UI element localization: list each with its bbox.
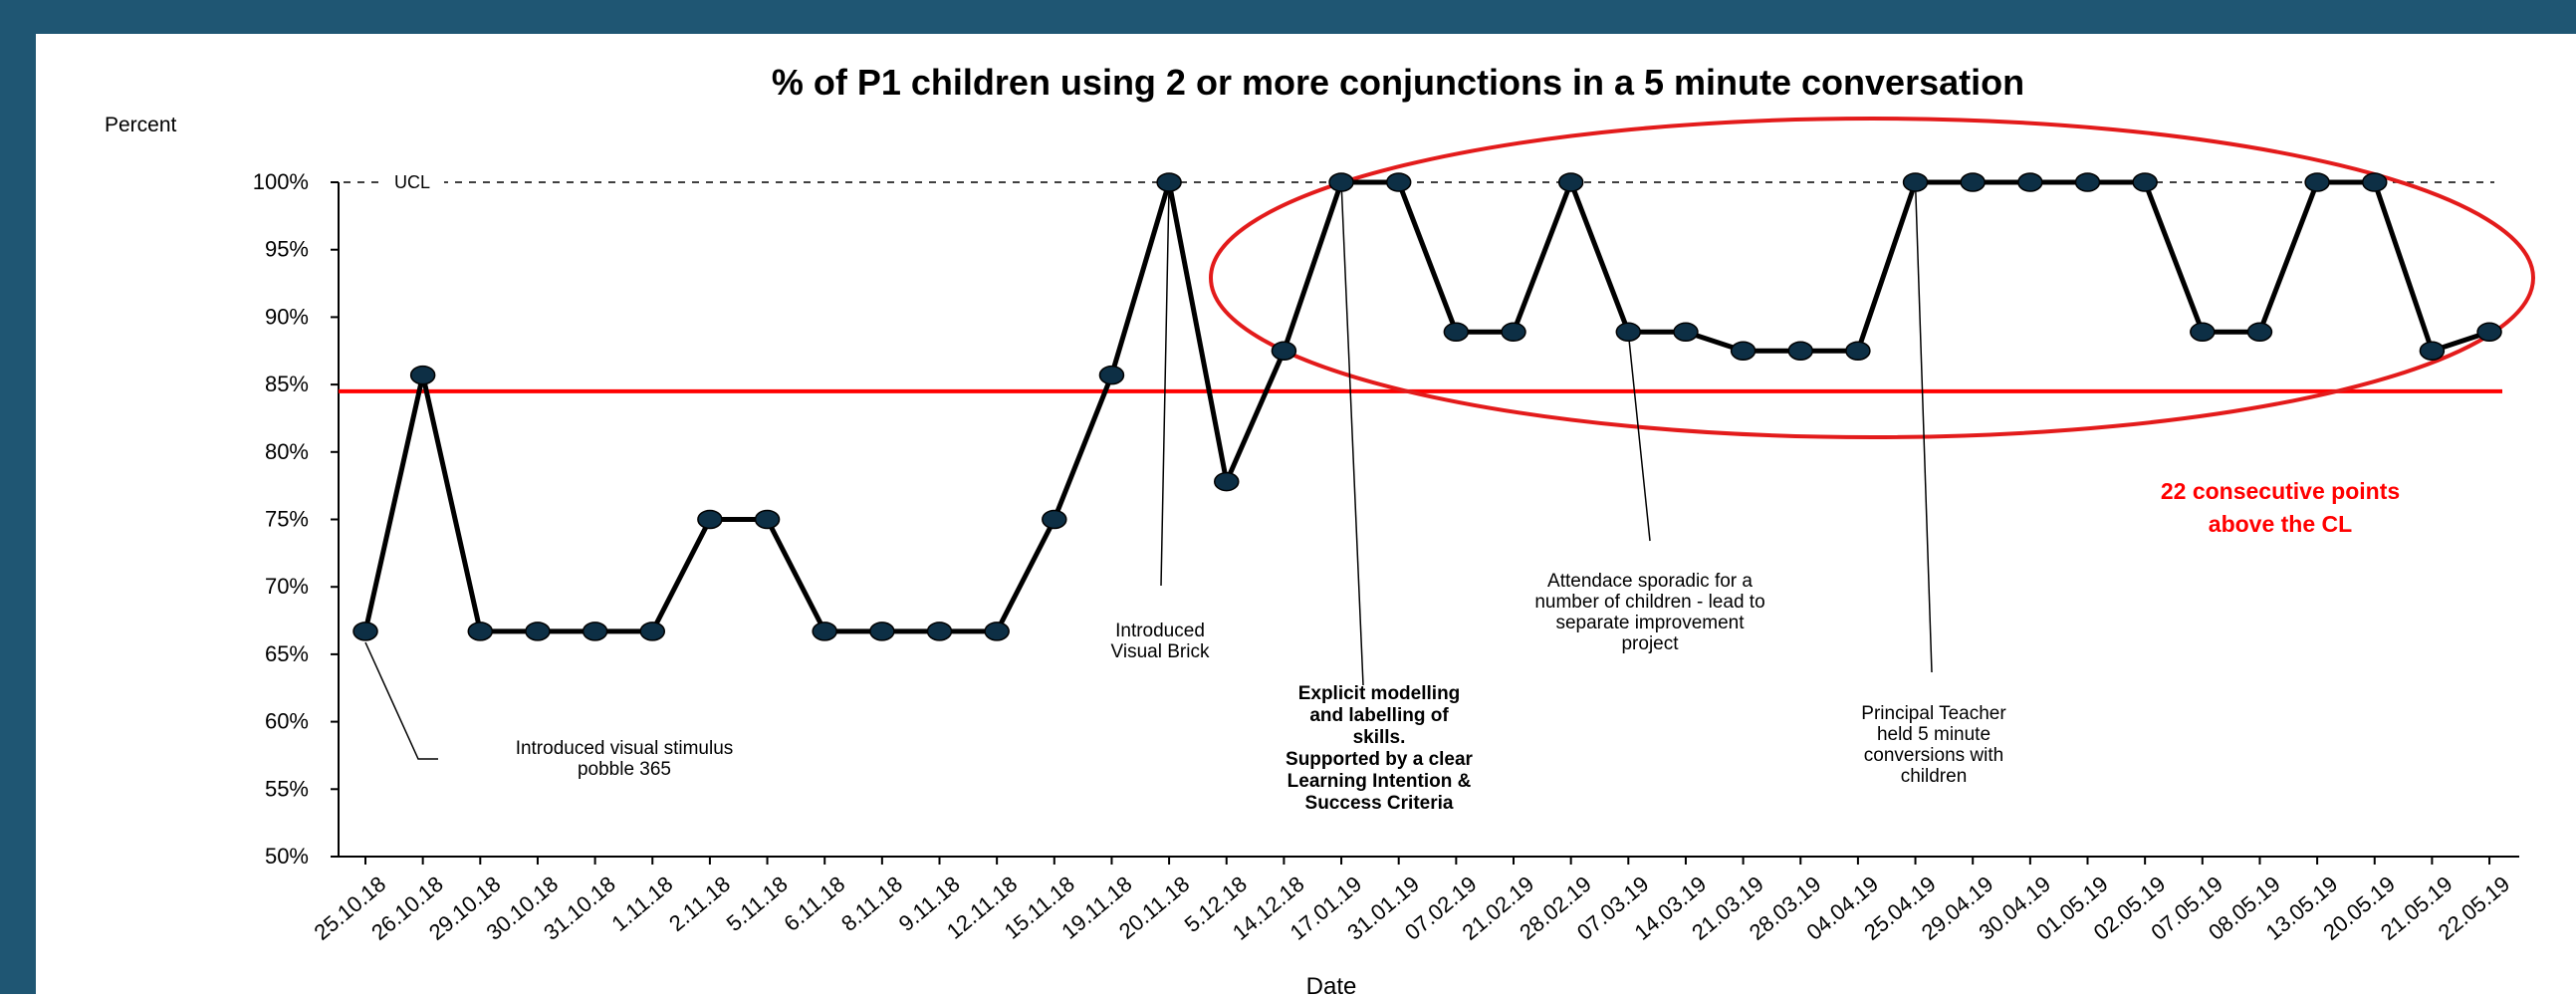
- annotation-text: Attendace sporadic for a: [1547, 571, 1753, 592]
- annotation-text: Introduced: [1115, 621, 1205, 641]
- data-point: [697, 509, 723, 530]
- annotation-text: skills.: [1353, 727, 1406, 748]
- data-point: [2419, 341, 2446, 361]
- data-point: [467, 622, 494, 641]
- data-point: [926, 622, 953, 641]
- data-point: [2476, 322, 2502, 343]
- data-point: [1845, 341, 1871, 361]
- data-point: [2246, 322, 2273, 343]
- data-point: [1271, 341, 1297, 361]
- annotation-text: Introduced visual stimulus: [516, 738, 734, 759]
- data-point: [1443, 322, 1470, 343]
- annotation-leader: [1160, 181, 1170, 587]
- annotation-leader: [1627, 332, 1651, 542]
- data-point: [1615, 322, 1642, 343]
- chart-title: % of P1 children using 2 or more conjunc…: [772, 62, 2024, 103]
- data-point: [1328, 172, 1354, 192]
- x-axis-label: Date: [1306, 973, 1357, 994]
- y-tick-label: 50%: [265, 844, 309, 869]
- data-point: [869, 622, 895, 641]
- annotation-text: project: [1621, 633, 1679, 654]
- y-tick-label: 75%: [265, 507, 309, 532]
- data-point: [2190, 322, 2216, 343]
- data-point: [984, 622, 1010, 641]
- y-axis-label: Percent: [105, 114, 177, 136]
- annotation-leader: [1914, 181, 1933, 673]
- data-point: [1730, 341, 1756, 361]
- data-point: [1787, 341, 1813, 361]
- data-point: [1156, 172, 1182, 192]
- annotation-text: Learning Intention &: [1288, 771, 1472, 792]
- annotation-text: number of children - lead to: [1534, 592, 1764, 613]
- annotation-text: and labelling of: [1309, 705, 1449, 726]
- data-point: [2304, 172, 2330, 192]
- highlight-note-line-1: 22 consecutive points: [2161, 478, 2400, 504]
- highlight-ellipse: [1209, 117, 2535, 439]
- data-point: [409, 365, 436, 385]
- data-point: [1557, 172, 1584, 192]
- y-tick-label: 100%: [253, 169, 309, 194]
- annotation-text: Success Criteria: [1305, 793, 1454, 814]
- data-point: [639, 622, 665, 641]
- y-tick-label: 95%: [265, 237, 309, 262]
- ucl-label-bg: [384, 171, 444, 193]
- annotation-text: conversions with: [1864, 745, 2003, 766]
- data-point: [1960, 172, 1986, 192]
- annotation-text: Visual Brick: [1111, 641, 1210, 662]
- ucl-label: UCL: [394, 172, 430, 192]
- data-point: [1214, 471, 1240, 492]
- annotation-text: children: [1901, 766, 1968, 787]
- annotation-text: held 5 minute: [1877, 724, 1991, 745]
- data-point: [525, 622, 551, 641]
- y-tick-label: 90%: [265, 304, 309, 329]
- data-point: [1098, 365, 1125, 385]
- annotation-leader: [1340, 181, 1364, 686]
- data-point: [2017, 172, 2043, 192]
- annotation-text: Principal Teacher: [1861, 703, 2006, 724]
- data-point: [1673, 322, 1699, 343]
- data-point: [1902, 172, 1929, 192]
- y-tick-label: 85%: [265, 372, 309, 396]
- annotation-text: pobble 365: [578, 759, 671, 780]
- y-tick-label: 55%: [265, 776, 309, 801]
- highlight-note-line-2: above the CL: [2209, 511, 2352, 537]
- data-point: [812, 622, 837, 641]
- data-point: [1042, 509, 1067, 530]
- y-tick-label: 60%: [265, 709, 309, 734]
- data-point: [582, 622, 608, 641]
- annotation-text: Supported by a clear: [1286, 749, 1474, 770]
- data-point: [2074, 172, 2101, 192]
- y-tick-label: 70%: [265, 574, 309, 599]
- data-point: [754, 509, 781, 530]
- data-point: [1385, 172, 1412, 192]
- data-point: [2132, 172, 2158, 192]
- annotation-text: separate improvement: [1555, 613, 1745, 633]
- y-tick-label: 80%: [265, 439, 309, 464]
- annotation-text: Explicit modelling: [1298, 683, 1461, 704]
- data-point: [2362, 172, 2388, 192]
- data-point: [352, 622, 378, 641]
- annotation-leader: [364, 641, 438, 760]
- y-tick-label: 65%: [265, 641, 309, 666]
- data-point: [1501, 322, 1526, 343]
